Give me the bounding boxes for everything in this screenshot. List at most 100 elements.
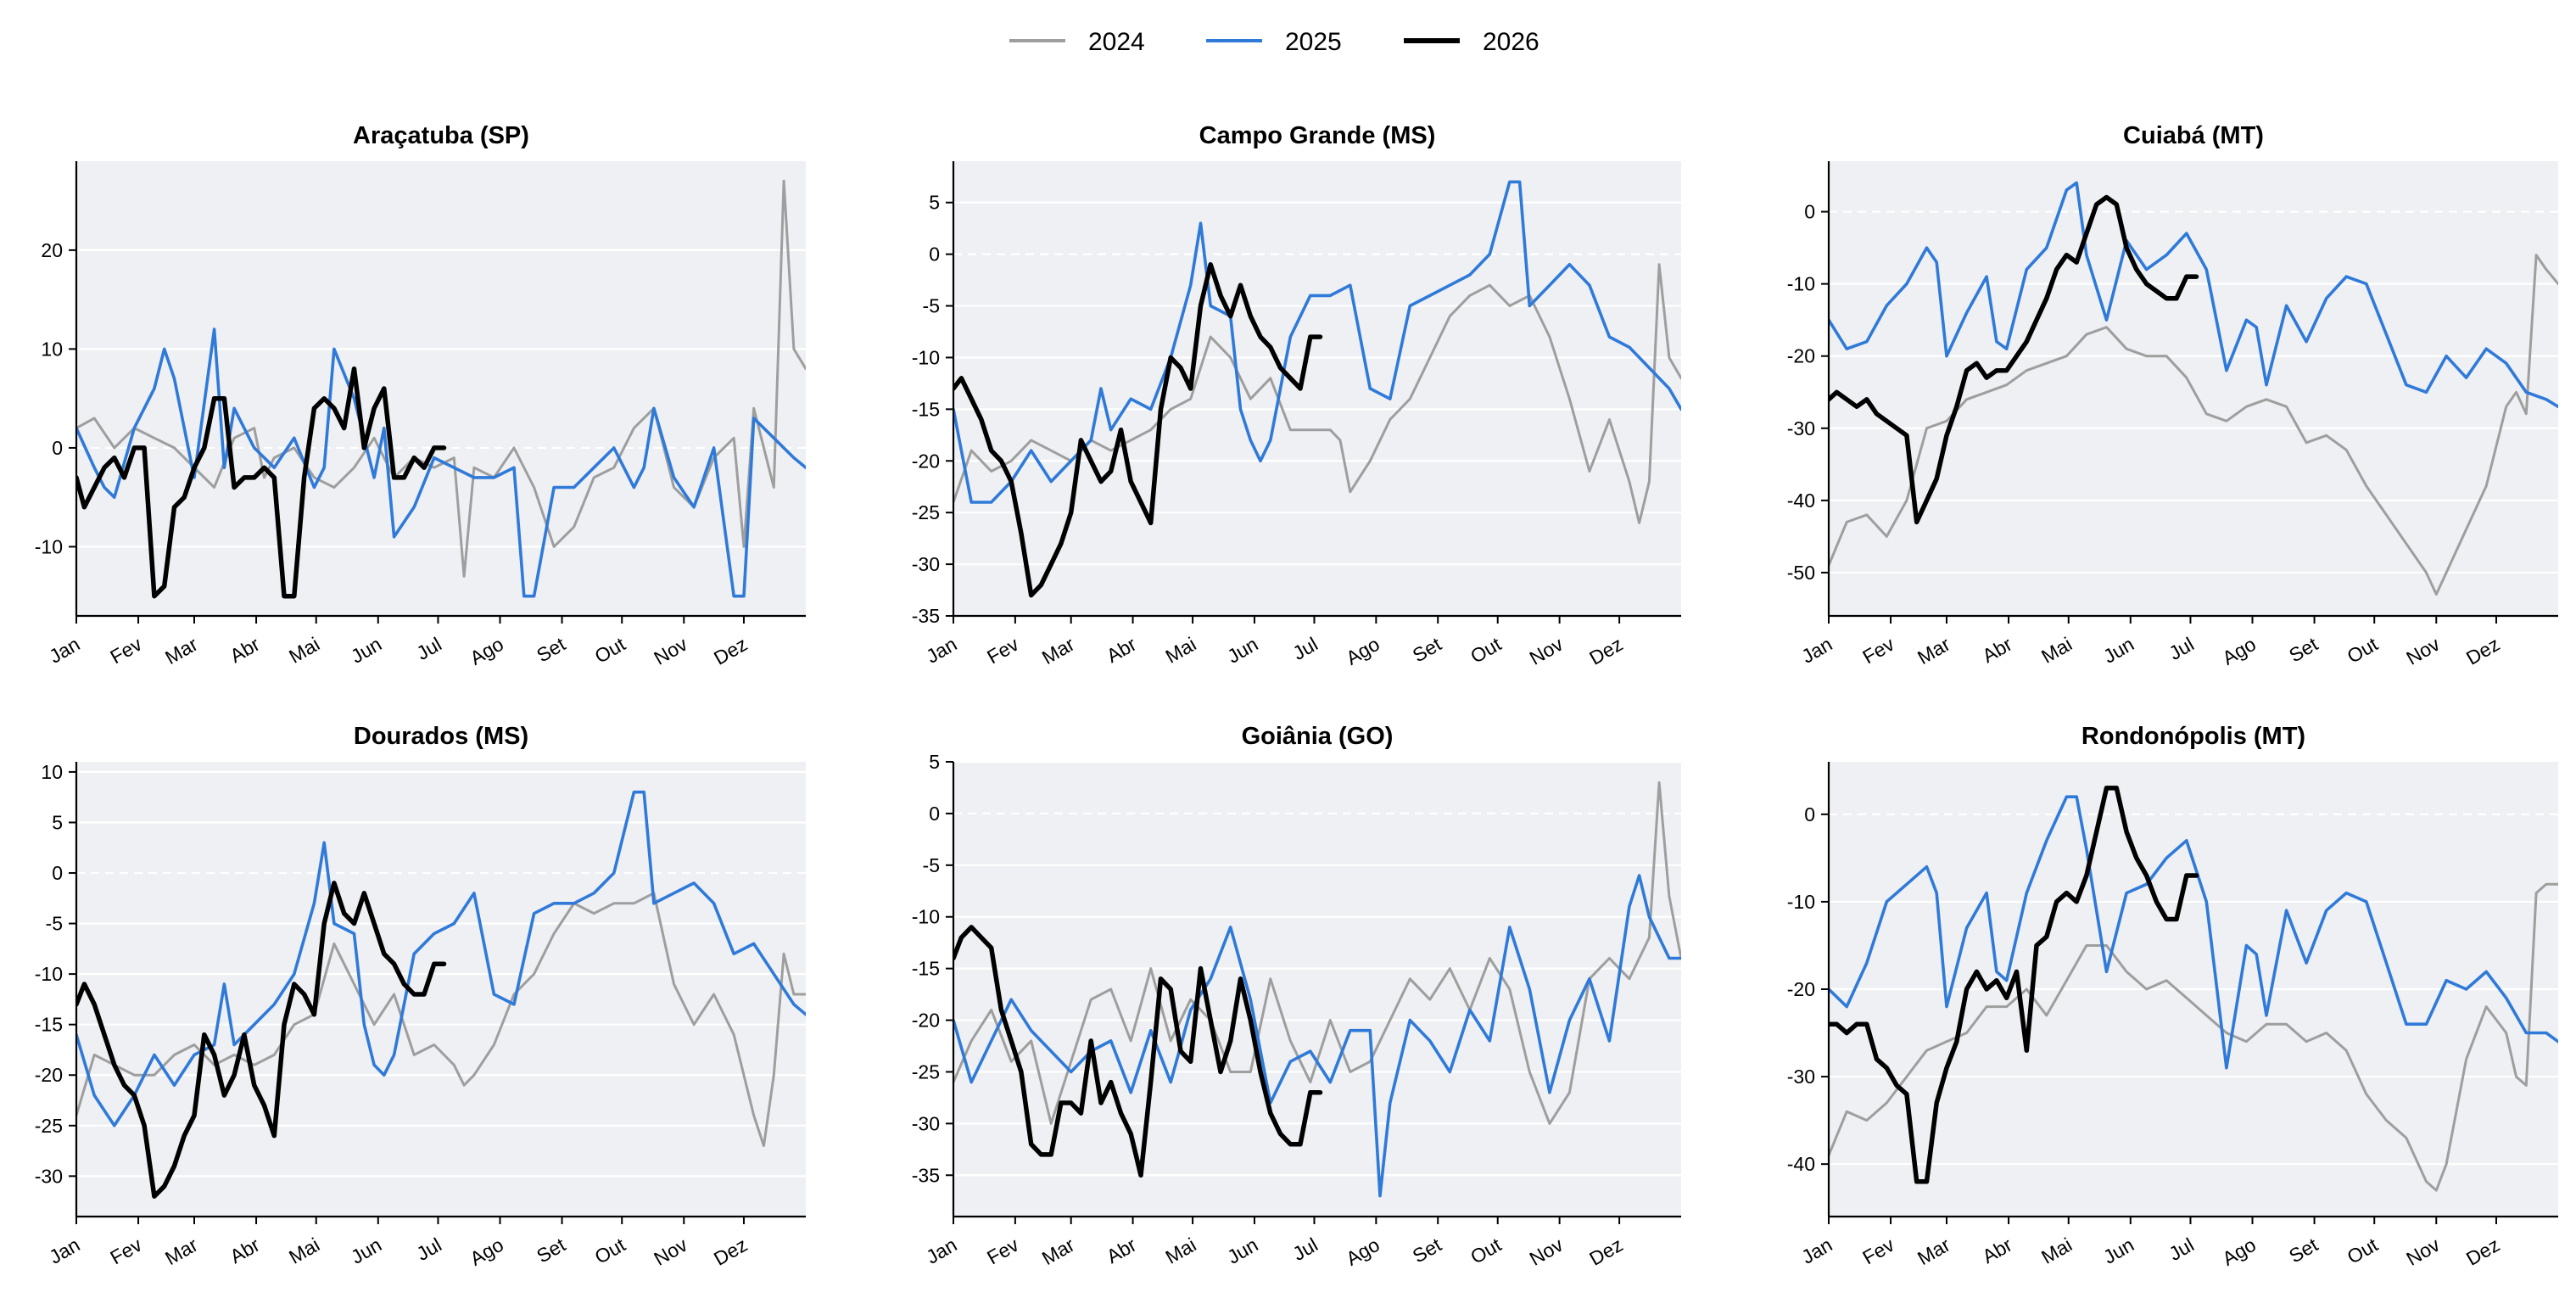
- x-tick-label: Out: [2344, 1234, 2383, 1268]
- x-tick-label: Out: [1467, 1234, 1506, 1268]
- y-tick-label: 20: [41, 239, 63, 261]
- series-line-2026: [1829, 786, 2199, 1184]
- x-tick-label: Nov: [650, 1234, 691, 1270]
- x-tick-label: Abr: [1979, 633, 2016, 668]
- x-tick-label: Jan: [1797, 633, 1836, 668]
- series-line-2026: [76, 366, 447, 599]
- y-tick-label: -20: [35, 1064, 63, 1086]
- y-tick-label: 0: [1804, 201, 1815, 223]
- y-tick-label: 0: [52, 437, 63, 459]
- y-tick-label: 0: [929, 243, 940, 266]
- y-tick-label: -25: [912, 501, 940, 523]
- y-tick-label: -10: [35, 535, 63, 557]
- chart-title: Campo Grande (MS): [1199, 122, 1436, 149]
- x-tick-label: Ago: [1342, 633, 1383, 669]
- x-tick-label: Dez: [710, 633, 751, 669]
- x-tick-label: Nov: [650, 633, 691, 669]
- chart-title: Rondonópolis (MT): [2081, 723, 2305, 750]
- chart-panel-6: -40 -30 -20 -10 0 Jan Fev Mar Abr Mai Jun Jul Ago Set…: [1787, 723, 2558, 1270]
- x-tick-label: Mai: [1161, 1234, 1199, 1268]
- x-tick-label: Set: [2285, 633, 2322, 667]
- y-tick-label: -50: [1787, 562, 1815, 584]
- series-line-2026: [953, 925, 1323, 1178]
- x-tick-label: Dez: [2462, 1234, 2503, 1270]
- y-tick-label: 0: [929, 803, 940, 825]
- x-tick-label: Jun: [2099, 1234, 2137, 1268]
- chart-panel-2: -35 -30 -25 -20 -15 -10 -5 0 5 Jan Fev Mar Abr Mai Jun…: [912, 122, 1681, 669]
- x-tick-label: Fev: [983, 1234, 1023, 1269]
- y-tick-label: -5: [923, 854, 940, 876]
- x-tick-label: Jul: [2165, 1234, 2197, 1265]
- y-tick-label: -20: [1787, 978, 1815, 1000]
- chart-panel-1: -10 0 10 20 Jan Fev Mar Abr Mai Jun Jul Ago Set Out No…: [35, 122, 806, 669]
- y-tick-label: -15: [912, 958, 940, 980]
- y-tick-label: -30: [1787, 1066, 1815, 1088]
- x-tick-label: Ago: [1342, 1234, 1383, 1270]
- x-tick-label: Mar: [1914, 1234, 1954, 1269]
- y-tick-label: -10: [35, 963, 63, 985]
- series-line-2026: [953, 262, 1323, 598]
- x-tick-label: Mar: [161, 633, 202, 669]
- x-tick-label: Mai: [285, 1234, 323, 1268]
- series-line-2025: [76, 790, 806, 1127]
- x-tick-label: Set: [1409, 1234, 1445, 1267]
- y-tick-label: -30: [912, 1112, 940, 1134]
- x-tick-label: Abr: [1979, 1234, 2016, 1268]
- x-tick-label: Mar: [1914, 633, 1954, 669]
- legend: 2024 2025 2026: [1009, 28, 1539, 56]
- chart-title: Cuiabá (MT): [2123, 122, 2264, 149]
- series-line-2024: [953, 780, 1681, 1125]
- x-tick-label: Jan: [1797, 1234, 1836, 1268]
- y-tick-label: -35: [912, 1164, 940, 1186]
- series-line-2025: [1829, 795, 2558, 1070]
- y-tick-label: -10: [912, 906, 940, 928]
- x-tick-label: Fev: [1858, 1234, 1898, 1269]
- chart-title: Araçatuba (SP): [353, 122, 529, 149]
- x-tick-label: Set: [1409, 633, 1445, 667]
- x-tick-label: Jul: [412, 633, 444, 664]
- y-tick-label: -20: [912, 1010, 940, 1032]
- x-tick-label: Out: [591, 1234, 630, 1268]
- legend-label-2025: 2025: [1285, 28, 1342, 56]
- y-tick-label: -30: [912, 553, 940, 575]
- y-tick-label: -30: [1787, 417, 1815, 439]
- x-tick-label: Jun: [1223, 633, 1261, 668]
- x-tick-label: Jul: [2165, 633, 2197, 664]
- plot-background: [953, 161, 1681, 616]
- x-tick-label: Jan: [45, 1234, 83, 1268]
- x-tick-label: Jun: [347, 1234, 385, 1268]
- x-tick-label: Set: [533, 633, 569, 667]
- series-line-2024: [1829, 254, 2558, 596]
- x-tick-label: Jun: [2099, 633, 2137, 668]
- y-tick-label: -40: [1787, 490, 1815, 512]
- x-tick-label: Mar: [1038, 633, 1079, 669]
- y-tick-label: -15: [35, 1014, 63, 1036]
- x-tick-label: Out: [591, 633, 630, 668]
- y-tick-label: -35: [912, 605, 940, 627]
- y-tick-label: -5: [923, 295, 940, 317]
- y-tick-label: -30: [35, 1165, 63, 1187]
- y-tick-label: -25: [35, 1115, 63, 1137]
- x-tick-label: Abr: [1103, 633, 1140, 668]
- x-tick-label: Dez: [1585, 633, 1626, 669]
- x-tick-label: Abr: [226, 633, 264, 668]
- x-tick-label: Set: [533, 1234, 569, 1267]
- x-tick-label: Jan: [45, 633, 83, 668]
- x-tick-label: Ago: [467, 633, 507, 669]
- x-tick-label: Jan: [922, 1234, 960, 1268]
- chart-title: Dourados (MS): [354, 723, 528, 750]
- series-line-2025: [1829, 181, 2558, 409]
- y-tick-label: -20: [1787, 345, 1815, 367]
- x-tick-label: Fev: [106, 633, 146, 669]
- legend-label-2026: 2026: [1483, 28, 1539, 56]
- x-tick-label: Fev: [983, 633, 1023, 669]
- x-tick-label: Nov: [2402, 1234, 2444, 1270]
- y-tick-label: 5: [52, 811, 63, 833]
- series-line-2024: [76, 892, 806, 1148]
- x-tick-label: Mai: [2037, 633, 2076, 668]
- x-tick-label: Out: [2344, 633, 2383, 668]
- y-tick-label: -20: [912, 450, 940, 472]
- x-tick-label: Ago: [2219, 1234, 2260, 1270]
- legend-label-2024: 2024: [1088, 28, 1145, 56]
- chart-panel-5: -35 -30 -25 -20 -15 -10 -5 0 5 Jan Fev Mar Abr Mai Jun…: [912, 723, 1681, 1270]
